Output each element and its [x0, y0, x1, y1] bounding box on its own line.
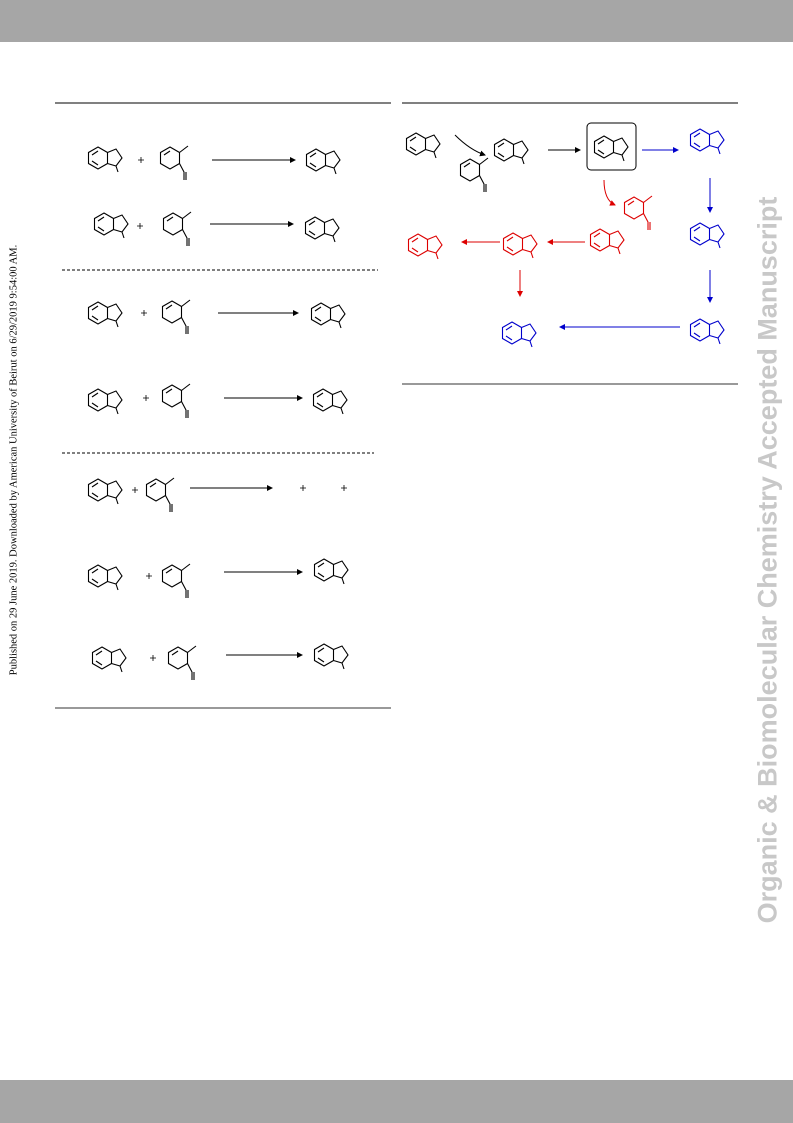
rules	[55, 102, 738, 709]
left-scheme	[87, 145, 349, 681]
header-bar	[0, 0, 793, 42]
right-scheme	[405, 122, 725, 348]
footer-bar	[0, 1080, 793, 1123]
